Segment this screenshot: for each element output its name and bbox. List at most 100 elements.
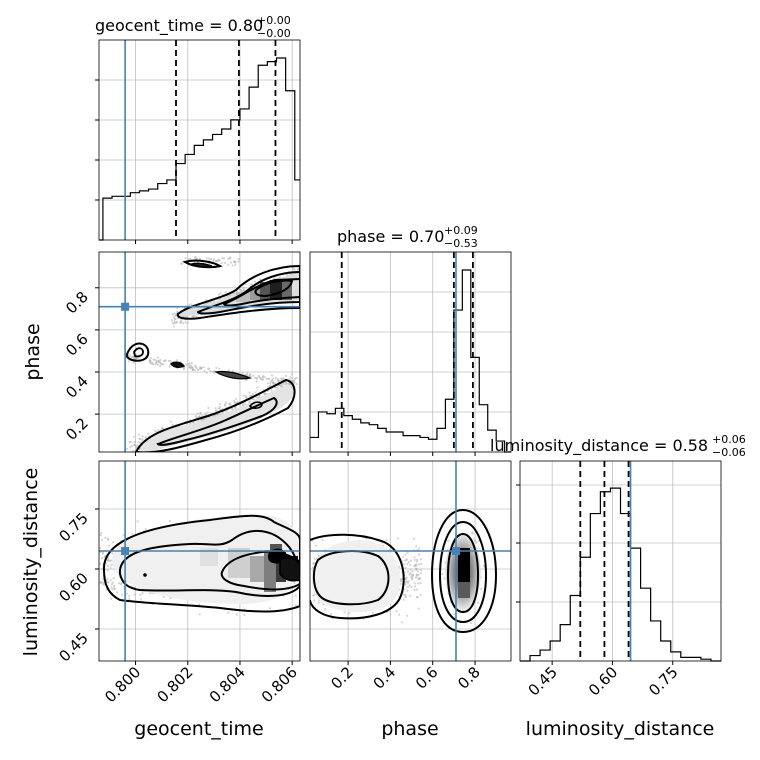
scatter-point: [189, 366, 192, 370]
scatter-point: [224, 404, 227, 407]
scatter-point: [196, 412, 199, 415]
scatter-point: [180, 318, 183, 322]
y-tick-label: 0.2: [62, 414, 92, 444]
scatter-point: [167, 359, 170, 362]
scatter-point: [227, 611, 230, 614]
scatter-point: [415, 545, 418, 548]
scatter-point: [480, 587, 483, 591]
scatter-point: [109, 597, 113, 600]
scatter-point: [294, 604, 297, 607]
scatter-point: [107, 559, 110, 562]
scatter-point: [99, 562, 102, 565]
scatter-point: [227, 369, 230, 372]
scatter-point: [120, 593, 123, 596]
scatter-point: [218, 259, 221, 262]
scatter-point: [417, 607, 420, 610]
scatter-point: [141, 438, 144, 441]
axes-frame: [98, 251, 301, 453]
scatter-point: [404, 566, 407, 570]
panel-geocent-time-hist: geocent_time = 0.80 +0.00 −0.00: [95, 14, 301, 244]
scatter-point: [113, 587, 116, 590]
scatter-point: [202, 366, 205, 369]
scatter-point: [188, 303, 191, 307]
scatter-point: [263, 392, 266, 395]
scatter-point: [248, 391, 251, 394]
scatter-point: [152, 358, 155, 361]
contour: [134, 378, 296, 452]
scatter-point: [106, 537, 110, 540]
scatter-point: [272, 382, 275, 385]
scatter-point: [402, 593, 405, 597]
y-tick-label: 0.4: [62, 372, 92, 402]
quantile-lines-geocent-time: [175, 40, 277, 240]
scatter-point: [191, 366, 194, 369]
scatter-point: [215, 259, 218, 262]
scatter-point: [229, 256, 232, 259]
density-phase-luminosity-distance: [310, 508, 498, 634]
xlabel-phase: phase: [381, 718, 438, 740]
scatter-point: [295, 382, 298, 386]
scatter-point: [475, 541, 478, 544]
yticks-luminosity-distance: 0.45 0.60 0.75: [55, 508, 99, 665]
scatter-point: [415, 563, 418, 566]
xlabel-geocent-time: geocent_time: [134, 718, 263, 740]
scatter-point: [243, 613, 246, 617]
scatter-point: [127, 360, 131, 363]
scatter-point: [235, 613, 238, 616]
scatter-point: [106, 577, 109, 580]
scatter-point: [147, 432, 150, 435]
scatter-point: [403, 559, 406, 562]
scatter-point: [173, 312, 176, 315]
grid-phase-hist: [310, 252, 511, 452]
scatter-point: [198, 603, 201, 606]
scatter-point: [137, 433, 141, 436]
scatter-point: [218, 402, 221, 405]
scatter-point: [111, 552, 114, 555]
y-tick-label: 0.6: [62, 330, 92, 360]
contour: [222, 277, 300, 307]
density-cell: [458, 582, 470, 598]
scatter-point: [182, 366, 186, 369]
yticks-phase: 0.2 0.4 0.6 0.8: [62, 287, 99, 444]
scatter-point: [413, 556, 416, 559]
scatter-point: [155, 361, 158, 365]
scatter-point: [406, 580, 409, 583]
scatter-point: [122, 534, 125, 537]
y-tick-label: 0.45: [55, 629, 91, 665]
scatter-point: [413, 558, 416, 562]
scatter-point: [112, 541, 115, 544]
scatter-point: [222, 257, 226, 260]
scatter-point: [266, 385, 269, 389]
scatter-point: [404, 593, 407, 596]
contour: [102, 514, 300, 613]
scatter-point: [402, 555, 405, 558]
axes-frame: [98, 460, 301, 662]
scatter-point: [156, 356, 160, 359]
scatter-point: [190, 303, 193, 306]
scatter-point: [233, 401, 236, 404]
scatter-point: [348, 611, 351, 615]
scatter-point: [132, 361, 135, 364]
scatter-point: [194, 415, 197, 418]
scatter-point: [133, 443, 136, 447]
scatter-point: [112, 577, 115, 580]
scatter-point: [227, 263, 230, 267]
scatter-point: [157, 429, 160, 432]
scatter-point: [219, 292, 222, 295]
scatter-point: [404, 553, 407, 556]
scatter-point: [249, 375, 252, 378]
scatter-point: [110, 586, 113, 589]
truth-marker: [121, 547, 130, 555]
scatter-point: [136, 453, 138, 455]
scatter-point: [100, 568, 103, 571]
scatter-point: [212, 258, 215, 261]
scatter-point: [133, 593, 136, 596]
axes-frame: [309, 251, 512, 453]
density-cell: [228, 548, 250, 578]
scatter-point: [285, 273, 288, 276]
scatter-point: [405, 596, 408, 599]
scatter-point: [414, 576, 418, 579]
scatter-point: [415, 588, 419, 591]
panel-geocent-time-phase: 0.2 0.4 0.6 0.8 phase: [22, 251, 301, 456]
scatter-point: [441, 573, 444, 576]
